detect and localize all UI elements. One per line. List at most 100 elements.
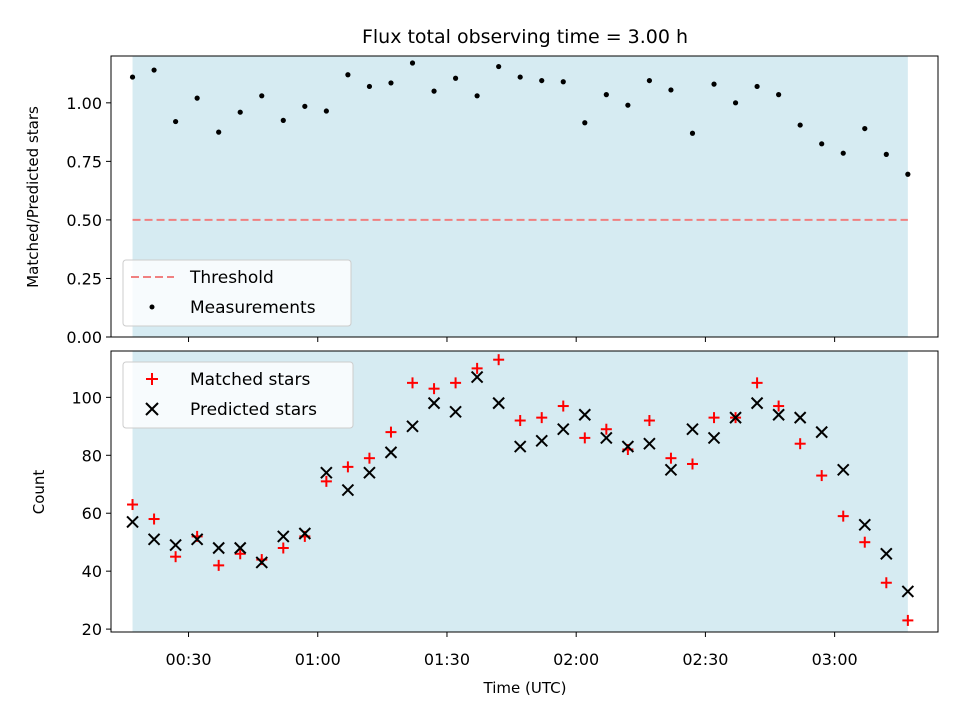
measurement-point [539, 77, 545, 84]
predicted-star-point [793, 411, 807, 424]
predicted-star-point [169, 538, 182, 552]
predicted-star-point [126, 515, 139, 529]
predicted-star-point [901, 585, 915, 598]
predicted-star-point [212, 541, 225, 555]
count-y-tick-label: 80 [82, 446, 102, 465]
measurement-point [517, 74, 523, 80]
ratio-y-tick-label: 0.25 [66, 269, 102, 288]
predicted-legend-swatch [145, 402, 159, 416]
matched-star-point [127, 499, 139, 511]
matched-star-point [751, 377, 763, 389]
measurement-point [840, 150, 846, 156]
matched-star-point [557, 400, 569, 412]
predicted-star-point [815, 425, 828, 439]
predicted-star-point [880, 547, 893, 560]
predicted-legend-label: Predicted stars [190, 400, 317, 420]
ratio-y-tick-label: 0.75 [66, 152, 102, 171]
predicted-star-point [707, 431, 721, 445]
predicted-star-point [557, 423, 570, 436]
matched-star-point [428, 383, 440, 395]
matched-star-point [234, 548, 246, 560]
count-panel: 20 40 60 80 100 00:30 01:00 01:30 02:00 02:30 03:… [30, 350, 939, 697]
matched-star-point [363, 452, 375, 464]
ratio-legend: Threshold Measurements [122, 259, 352, 327]
count-y-tick-label: 40 [82, 562, 102, 581]
count-y-tick-label: 100 [71, 388, 102, 407]
count-axes-frame [110, 350, 939, 633]
ratio-panel: 0.00 0.25 0.50 0.75 1.00 Flux total observin… [24, 26, 939, 347]
ratio-axes-frame [110, 55, 939, 338]
ratio-y-tick-label: 0.50 [66, 211, 102, 230]
matched-legend-swatch [146, 373, 158, 385]
count-x-tick-label: 00:30 [165, 650, 211, 669]
measurement-point [905, 171, 911, 177]
matched-star-point [794, 438, 806, 450]
matched-star-point [665, 452, 677, 464]
threshold-legend-label: Threshold [189, 268, 274, 288]
measurements-legend-swatch [149, 304, 155, 310]
count-y-tick-label: 60 [82, 504, 102, 523]
matched-star-point [859, 536, 871, 548]
measurement-point [797, 122, 803, 128]
count-x-tick-label: 02:30 [682, 650, 728, 669]
measurement-point [646, 77, 653, 84]
ratio-y-ticks: 0.00 0.25 0.50 0.75 1.00 [66, 94, 111, 347]
matched-star-point [816, 470, 828, 482]
measurement-point [409, 60, 416, 66]
predicted-star-point [729, 411, 742, 424]
predicted-star-point [513, 440, 527, 453]
matched-star-point [385, 426, 397, 438]
predicted-star-point [600, 431, 613, 445]
predicted-star-point [147, 533, 161, 546]
predicted-star-point [686, 423, 699, 436]
count-x-axis-label: Time (UTC) [483, 679, 567, 697]
predicted-star-point [341, 483, 355, 497]
matched-star-point [148, 513, 160, 525]
matched-star-point [837, 510, 849, 522]
predicted-star-point [858, 518, 871, 532]
count-y-tick-label: 20 [82, 620, 102, 639]
matched-star-point [320, 475, 332, 487]
matched-star-point [643, 415, 655, 427]
measurement-point [689, 130, 696, 136]
matched-star-point [213, 559, 225, 571]
measurement-point [496, 63, 502, 70]
matched-star-point [708, 412, 720, 424]
count-legend-box [122, 361, 354, 429]
predicted-star-point [298, 527, 312, 540]
count-x-tick-label: 01:30 [424, 650, 470, 669]
matched-star-point [407, 377, 419, 389]
matched-star-point [536, 412, 548, 424]
measurement-point [173, 118, 179, 125]
measurement-point [323, 108, 329, 114]
measurement-point [129, 74, 136, 80]
matched-star-point [880, 577, 892, 589]
measurement-point [603, 92, 609, 98]
measurements-legend-label: Measurements [190, 298, 316, 318]
count-x-ticks: 00:30 01:00 01:30 02:00 02:30 03:00 [165, 632, 858, 669]
measurement-point [625, 102, 631, 108]
matched-star-point [277, 542, 289, 554]
predicted-star-point [664, 463, 678, 476]
matched-star-point [600, 423, 612, 435]
predicted-star-point [255, 556, 268, 569]
predicted-star-point [470, 370, 484, 384]
predicted-star-point [384, 446, 398, 459]
measurement-point [732, 100, 739, 106]
measurement-point [452, 75, 459, 81]
matched-star-point [902, 614, 914, 626]
count-x-tick-label: 03:00 [812, 650, 858, 669]
measurement-point [237, 109, 243, 115]
count-x-tick-label: 01:00 [295, 650, 341, 669]
matched-star-point [342, 461, 354, 473]
measurement-point [711, 81, 717, 87]
count-y-ticks: 20 40 60 80 100 [71, 388, 111, 639]
matched-star-point [493, 354, 505, 366]
matched-star-point [579, 432, 591, 444]
chart-title: Flux total observing time = 3.00 h [362, 26, 688, 48]
count-legend: Matched stars Predicted stars [122, 361, 354, 429]
predicted-star-point [277, 530, 290, 543]
matched-star-point [471, 362, 483, 374]
matched-star-point [686, 458, 698, 470]
